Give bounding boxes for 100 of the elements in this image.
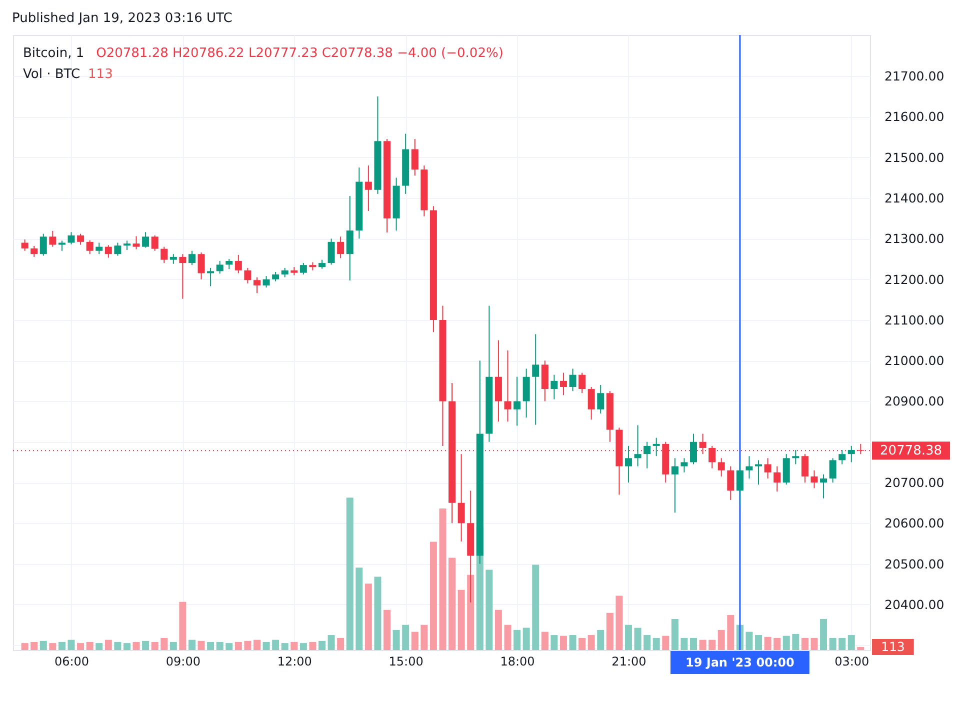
x-tick-label: 09:00	[166, 654, 200, 668]
candlestick	[244, 267, 252, 284]
y-tick-label: 21000.00	[884, 353, 944, 368]
bar	[782, 636, 790, 650]
bar	[606, 612, 614, 650]
bar	[727, 614, 734, 650]
candlestick	[810, 470, 818, 489]
candlestick	[838, 450, 846, 465]
text: Published Jan 19, 2023 03:16 UTC	[12, 11, 232, 26]
bar	[30, 642, 38, 650]
bar	[690, 638, 697, 650]
bar	[494, 610, 502, 650]
bar	[458, 590, 465, 650]
y-tick-label: 21500.00	[884, 150, 944, 165]
candlestick	[188, 250, 196, 266]
candlestick	[328, 238, 335, 266]
bar	[430, 542, 437, 650]
bar	[114, 642, 122, 650]
bar	[318, 640, 326, 650]
text: 113	[88, 67, 113, 82]
bar	[644, 635, 651, 650]
candlestick	[216, 260, 224, 274]
text: Bitcoin, 1	[23, 46, 84, 61]
ref-line-label: 20778.38	[880, 444, 942, 459]
bar	[746, 632, 753, 650]
bar	[207, 642, 214, 650]
y-tick-label: 20900.00	[884, 394, 944, 409]
bar	[226, 643, 233, 650]
bar	[179, 602, 186, 650]
bar	[792, 634, 800, 650]
x-tick-label: 18:00	[500, 654, 535, 668]
candlestick	[104, 244, 112, 258]
bar	[188, 640, 196, 650]
candlestick	[532, 334, 540, 426]
candlestick	[774, 466, 781, 492]
bar	[374, 576, 382, 650]
candlestick	[801, 454, 808, 484]
bar	[718, 630, 725, 650]
bar	[848, 635, 855, 650]
annotation: Vol · BTC	[23, 67, 80, 82]
bar	[300, 643, 307, 650]
bar	[467, 574, 474, 650]
candlestick	[281, 267, 288, 278]
candlestick	[160, 246, 168, 264]
bar	[309, 642, 316, 650]
bar	[198, 640, 205, 650]
candlestick	[142, 232, 150, 248]
candlestick	[234, 254, 242, 274]
candlestick	[226, 258, 233, 270]
candlestick	[634, 424, 642, 467]
candlestick	[792, 450, 800, 465]
bar	[801, 638, 808, 650]
y-tick-label: 21600.00	[884, 109, 944, 124]
bar	[532, 564, 540, 650]
bar	[838, 638, 846, 650]
bar	[560, 636, 567, 650]
bar	[123, 643, 130, 650]
bar	[281, 643, 288, 650]
bar	[764, 636, 772, 650]
bar	[411, 632, 418, 650]
bar	[234, 642, 242, 650]
bar	[58, 642, 66, 650]
bar	[448, 558, 456, 650]
bar	[616, 596, 623, 650]
bar	[170, 642, 177, 650]
candlestick	[198, 252, 205, 280]
x-tick-label: 03:00	[834, 654, 870, 668]
bar	[96, 643, 103, 650]
bar	[77, 643, 84, 650]
candlestick	[411, 138, 418, 176]
candlestick	[820, 474, 828, 499]
candlestick	[597, 384, 604, 414]
bar	[514, 630, 521, 650]
candlestick	[86, 240, 94, 255]
bar	[290, 642, 298, 650]
bar	[634, 628, 642, 650]
candlestick	[132, 236, 140, 250]
bar	[132, 642, 140, 650]
candlestick	[49, 230, 56, 248]
bar	[40, 640, 47, 650]
bar	[420, 624, 428, 650]
bar	[699, 640, 706, 650]
bar	[550, 635, 558, 650]
candlestick	[40, 233, 47, 256]
bar	[820, 618, 828, 650]
bar	[244, 640, 252, 650]
y-tick-label: 20600.00	[884, 516, 944, 531]
candlestick	[764, 458, 772, 479]
x-tick-label: 12:00	[277, 654, 312, 668]
y-tick-label: 20700.00	[884, 475, 944, 490]
bar	[569, 635, 576, 650]
candlestick	[77, 233, 84, 246]
candlestick	[337, 236, 344, 259]
annotation: O20781.28 H20786.22 L20777.23 C20778.38 −4.00 (−0.02%)	[96, 46, 504, 61]
candlestick	[346, 195, 354, 282]
bar	[680, 638, 688, 650]
bar	[504, 624, 512, 650]
bar	[253, 640, 260, 650]
bar	[708, 640, 716, 650]
bar	[49, 643, 56, 650]
